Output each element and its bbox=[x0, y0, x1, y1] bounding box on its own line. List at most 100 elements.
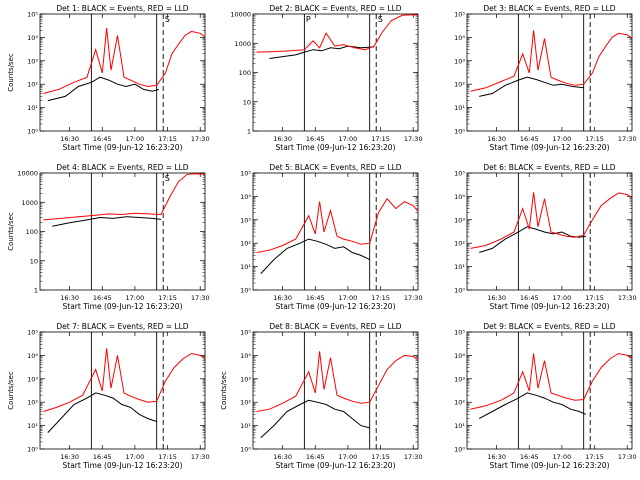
y-tick-label: 10 bbox=[243, 98, 251, 106]
x-tick-label: 16:30 bbox=[273, 294, 292, 302]
y-tick-label: 10² bbox=[240, 240, 251, 248]
x-tick-label: 16:30 bbox=[60, 453, 79, 461]
panel-data bbox=[43, 332, 205, 449]
x-axis-label: Start Time (09-Jun-12 16:23:20) bbox=[490, 143, 610, 152]
plot-frame bbox=[252, 331, 419, 450]
y-tick-label: 10³ bbox=[454, 57, 465, 65]
panel-title: Det 5: BLACK = Events, RED = LLD bbox=[269, 163, 401, 172]
y-tick-label: 10⁴ bbox=[27, 352, 38, 360]
panel-det-1: Det 1: BLACK = Events, RED = LLD 16:30 16:… bbox=[7, 4, 210, 152]
x-axis-label: Start Time (09-Jun-12 16:23:20) bbox=[63, 302, 183, 311]
panel-det-7: Det 7: BLACK = Events, RED = LLD 16:30 16:… bbox=[7, 322, 210, 470]
y-tick-label: 10⁰ bbox=[27, 128, 38, 136]
panel-title: Det 3: BLACK = Events, RED = LLD bbox=[483, 4, 615, 13]
series-events-line bbox=[52, 216, 162, 227]
x-tick-label: 16:45 bbox=[306, 294, 325, 302]
x-axis-label: Start Time (09-Jun-12 16:23:20) bbox=[490, 461, 610, 470]
y-tick-label: 10² bbox=[454, 399, 465, 407]
y-tick-label: 10¹ bbox=[240, 422, 251, 430]
panel-title: Det 1: BLACK = Events, RED = LLD bbox=[56, 4, 188, 13]
plot-frame bbox=[252, 172, 419, 291]
x-tick-label: 17:30 bbox=[618, 135, 637, 143]
series-events-line bbox=[269, 45, 375, 59]
x-tick-label: 17:00 bbox=[339, 294, 358, 302]
panel-title: Det 2: BLACK = Events, RED = LLD bbox=[269, 4, 401, 13]
y-tick-label: 10¹ bbox=[240, 263, 251, 271]
series-lld-line bbox=[43, 348, 205, 412]
x-axis-label: Start Time (09-Jun-12 16:23:20) bbox=[63, 143, 183, 152]
y-tick-label: 10⁰ bbox=[240, 287, 251, 295]
x-tick-label: 17:00 bbox=[553, 135, 572, 143]
y-tick-label: 10² bbox=[27, 81, 38, 89]
y-tick-label: 10¹ bbox=[454, 263, 465, 271]
y-axis-label: Counts/sec bbox=[7, 212, 15, 251]
marker-label: S bbox=[165, 174, 170, 183]
y-tick-label: 10³ bbox=[240, 375, 251, 383]
panel-det-5: Det 5: BLACK = Events, RED = LLD 16:30 16:… bbox=[240, 163, 423, 311]
series-lld-line bbox=[256, 351, 418, 412]
x-axis-label: Start Time (09-Jun-12 16:23:20) bbox=[276, 302, 396, 311]
series-events-line bbox=[47, 392, 157, 433]
panel-det-9: Det 9: BLACK = Events, RED = LLD 16:30 16:… bbox=[454, 322, 636, 470]
y-tick-label: 10⁵ bbox=[27, 11, 38, 19]
y-tick-label: 10³ bbox=[27, 57, 38, 65]
x-tick-label: 16:30 bbox=[487, 135, 506, 143]
panel-det-2: Det 2: BLACK = Events, RED = LLD 16:30 16:… bbox=[230, 4, 423, 152]
y-tick-label: 10⁵ bbox=[454, 11, 465, 19]
y-tick-label: 1 bbox=[34, 287, 38, 295]
x-tick-label: 16:45 bbox=[520, 294, 539, 302]
y-axis-label: Counts/sec bbox=[220, 371, 228, 410]
y-tick-label: 10⁴ bbox=[27, 34, 38, 42]
marker-label: S bbox=[165, 15, 170, 24]
x-tick-label: 17:00 bbox=[126, 294, 145, 302]
x-tick-label: 17:15 bbox=[158, 294, 177, 302]
series-lld-line bbox=[470, 192, 632, 249]
x-tick-label: 17:00 bbox=[553, 453, 572, 461]
series-lld-line bbox=[256, 14, 418, 53]
x-tick-label: 16:30 bbox=[60, 294, 79, 302]
series-events-line bbox=[47, 76, 160, 102]
y-tick-label: 100 bbox=[26, 228, 38, 236]
y-tick-label: 10⁰ bbox=[240, 446, 251, 454]
panel-title: Det 9: BLACK = Events, RED = LLD bbox=[483, 322, 615, 331]
x-axis-label: Start Time (09-Jun-12 16:23:20) bbox=[63, 461, 183, 470]
x-tick-label: 17:30 bbox=[191, 453, 210, 461]
x-tick-label: 16:30 bbox=[273, 135, 292, 143]
x-tick-label: 17:30 bbox=[404, 135, 423, 143]
x-tick-label: 17:15 bbox=[371, 294, 390, 302]
x-tick-label: 16:30 bbox=[273, 453, 292, 461]
x-tick-label: 17:30 bbox=[404, 294, 423, 302]
series-events-line bbox=[478, 392, 587, 420]
panel-title: Det 8: BLACK = Events, RED = LLD bbox=[269, 322, 401, 331]
y-tick-label: 10 bbox=[30, 257, 38, 265]
series-lld-line bbox=[43, 28, 205, 94]
panel-data bbox=[470, 332, 632, 449]
y-tick-label: 10⁰ bbox=[454, 128, 465, 136]
panel-data bbox=[470, 14, 632, 131]
panel-title: Det 6: BLACK = Events, RED = LLD bbox=[483, 163, 615, 172]
series-lld-line bbox=[43, 173, 205, 221]
y-tick-label: 10⁵ bbox=[27, 329, 38, 337]
x-tick-label: 17:00 bbox=[339, 135, 358, 143]
y-tick-label: 10² bbox=[454, 81, 465, 89]
y-tick-label: 10⁰ bbox=[454, 446, 465, 454]
x-tick-label: 17:15 bbox=[158, 135, 177, 143]
x-axis-label: Start Time (09-Jun-12 16:23:20) bbox=[276, 143, 396, 152]
panel-title: Det 7: BLACK = Events, RED = LLD bbox=[56, 322, 188, 331]
series-events-line bbox=[260, 238, 370, 274]
x-tick-label: 16:45 bbox=[306, 135, 325, 143]
x-tick-label: 17:15 bbox=[585, 453, 604, 461]
y-tick-label: 10³ bbox=[240, 216, 251, 224]
plot-frame bbox=[39, 172, 206, 291]
y-tick-label: 1000 bbox=[234, 40, 251, 48]
panel-det-4: Det 4: BLACK = Events, RED = LLD 16:30 16:… bbox=[7, 163, 210, 311]
panel-det-8: Det 8: BLACK = Events, RED = LLD 16:30 16:… bbox=[220, 322, 423, 470]
x-tick-label: 16:30 bbox=[487, 294, 506, 302]
y-axis-label: Counts/sec bbox=[7, 53, 15, 92]
y-tick-label: 10⁵ bbox=[240, 170, 251, 178]
y-tick-label: 10⁴ bbox=[240, 352, 251, 360]
plot-frame bbox=[39, 331, 206, 450]
y-tick-label: 10¹ bbox=[454, 104, 465, 112]
x-tick-label: 17:15 bbox=[585, 294, 604, 302]
series-lld-line bbox=[470, 30, 632, 92]
